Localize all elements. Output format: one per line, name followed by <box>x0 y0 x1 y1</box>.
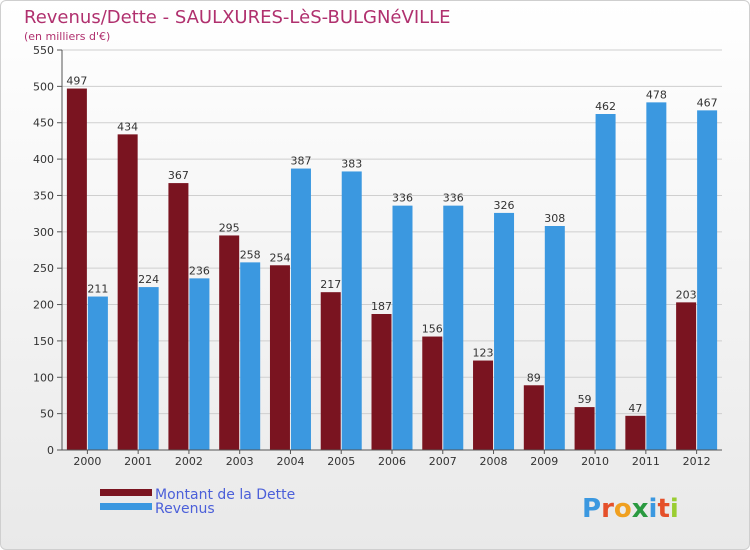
legend-label-dette: Montant de la Dette <box>155 487 295 503</box>
value-label-revenus: 236 <box>189 264 210 277</box>
bar-dette <box>574 407 595 450</box>
y-tick-label: 300 <box>33 226 54 239</box>
value-label-dette: 47 <box>628 402 642 415</box>
legend-swatch-revenus <box>100 503 152 510</box>
value-label-dette: 497 <box>66 75 87 88</box>
bar-revenus <box>595 114 616 450</box>
bar-dette <box>523 385 544 450</box>
y-tick-label: 100 <box>33 371 54 384</box>
value-labels: 497 211 434 224 367 236 295 258 254 387 217 383 187 3… <box>66 75 717 415</box>
y-tick-label: 400 <box>33 153 54 166</box>
y-tick-label: 350 <box>33 189 54 202</box>
y-axis-ticks: 0 50 100 150 200 250 300 350 400 450 500 550 <box>33 44 62 457</box>
x-axis-ticks: 2000 2001 2002 2003 2004 2005 2006 2007 2008 2009… <box>73 450 711 468</box>
x-tick-label: 2010 <box>581 455 609 468</box>
value-label-dette: 123 <box>473 347 494 360</box>
value-label-revenus: 478 <box>646 88 667 101</box>
value-label-dette: 217 <box>320 278 341 291</box>
proxiti-logo: Proxiti <box>582 494 679 524</box>
bar-revenus <box>443 205 464 450</box>
grid-lines <box>62 49 722 415</box>
chart-subtitle: (en milliers d'€) <box>24 30 110 43</box>
bar-dette <box>473 360 494 450</box>
value-label-dette: 434 <box>117 120 138 133</box>
bar-revenus <box>138 287 159 450</box>
y-tick-label: 500 <box>33 80 54 93</box>
bar-dette <box>117 134 138 450</box>
value-label-revenus: 383 <box>341 157 362 170</box>
bar-dette <box>320 292 341 450</box>
bar-dette <box>168 183 189 450</box>
y-tick-label: 150 <box>33 335 54 348</box>
x-tick-label: 2008 <box>480 455 508 468</box>
value-label-dette: 254 <box>269 251 290 264</box>
value-label-revenus: 336 <box>443 192 464 205</box>
y-tick-label: 250 <box>33 262 54 275</box>
value-label-revenus: 211 <box>87 283 108 296</box>
bar-dette <box>66 88 87 450</box>
value-label-dette: 203 <box>676 288 697 301</box>
bar-dette <box>625 415 646 450</box>
x-tick-label: 2006 <box>378 455 406 468</box>
bar-dette <box>422 336 443 450</box>
bar-revenus <box>544 226 565 450</box>
x-tick-label: 2001 <box>124 455 152 468</box>
bar-dette <box>219 235 240 450</box>
value-label-dette: 89 <box>527 371 541 384</box>
value-label-revenus: 467 <box>697 96 718 109</box>
value-label-revenus: 326 <box>494 199 515 212</box>
legend: Montant de la Dette Revenus <box>100 487 295 517</box>
y-tick-label: 200 <box>33 299 54 312</box>
legend-swatch-dette <box>100 489 152 496</box>
bar-revenus <box>290 168 311 450</box>
y-tick-label: 50 <box>40 408 54 421</box>
bar-revenus <box>240 262 261 450</box>
value-label-revenus: 258 <box>240 248 261 261</box>
value-label-dette: 367 <box>168 169 189 182</box>
value-label-revenus: 387 <box>290 155 311 168</box>
svg-text:Proxiti: Proxiti <box>582 494 679 524</box>
bar-dette <box>676 302 697 450</box>
bar-revenus <box>87 296 108 450</box>
x-tick-label: 2011 <box>632 455 660 468</box>
value-label-revenus: 336 <box>392 192 413 205</box>
x-tick-label: 2002 <box>175 455 203 468</box>
bar-dette <box>269 265 290 450</box>
value-label-revenus: 308 <box>544 212 565 225</box>
value-label-revenus: 462 <box>595 100 616 113</box>
bar-revenus <box>494 212 515 450</box>
y-tick-label: 0 <box>47 444 54 457</box>
x-tick-label: 2003 <box>226 455 254 468</box>
value-label-dette: 295 <box>219 221 240 234</box>
value-label-dette: 187 <box>371 300 392 313</box>
x-tick-label: 2004 <box>276 455 304 468</box>
x-tick-label: 2012 <box>683 455 711 468</box>
value-label-dette: 59 <box>578 393 592 406</box>
y-tick-label: 550 <box>33 44 54 57</box>
x-tick-label: 2009 <box>530 455 558 468</box>
x-tick-label: 2005 <box>327 455 355 468</box>
bar-dette <box>371 314 392 450</box>
value-label-revenus: 224 <box>138 273 159 286</box>
bar-revenus <box>646 102 667 450</box>
bar-revenus <box>189 278 210 450</box>
bar-revenus <box>392 205 413 450</box>
legend-label-revenus: Revenus <box>155 501 215 517</box>
bar-revenus <box>697 110 718 450</box>
value-label-dette: 156 <box>422 323 443 336</box>
x-tick-label: 2007 <box>429 455 457 468</box>
x-tick-label: 2000 <box>73 455 101 468</box>
y-tick-label: 450 <box>33 117 54 130</box>
chart-title: Revenus/Dette - SAULXURES-LèS-BULGNéVILL… <box>24 7 451 28</box>
bar-revenus <box>341 171 362 451</box>
bars <box>66 88 718 451</box>
